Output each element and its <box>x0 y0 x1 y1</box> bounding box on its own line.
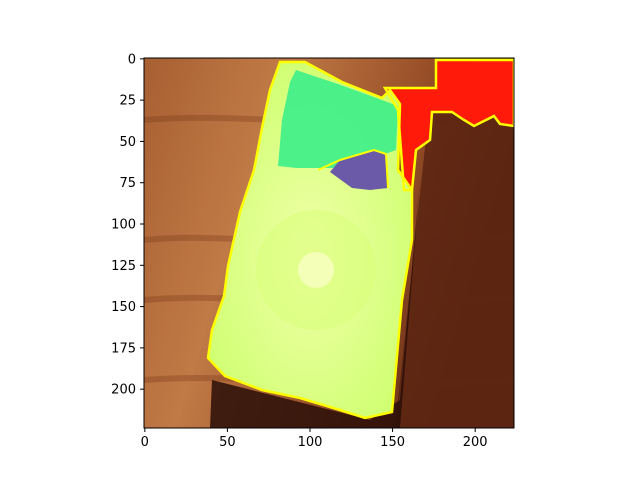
x-tick-label: 0 <box>141 435 149 450</box>
y-axis: 0 25 50 75 100 125 150 175 200 <box>111 52 144 398</box>
y-tick-label: 0 <box>128 52 136 67</box>
purple-patch <box>330 150 388 190</box>
x-tick-label: 50 <box>219 435 236 450</box>
y-tick-label: 200 <box>111 383 136 398</box>
x-tick-label: 200 <box>463 435 488 450</box>
y-tick-label: 50 <box>119 135 136 150</box>
red-contour <box>382 58 514 192</box>
center-button <box>298 252 334 288</box>
red-region <box>385 60 514 190</box>
y-tick-label: 100 <box>111 218 136 233</box>
device-shadow <box>210 180 420 428</box>
y-tick-label: 175 <box>111 341 136 356</box>
y-tick-label: 150 <box>111 300 136 315</box>
x-tick-label: 100 <box>298 435 323 450</box>
right-dark-table <box>395 100 514 428</box>
axes-frame <box>143 57 515 429</box>
y-tick-label: 75 <box>119 176 136 191</box>
screen-area <box>278 70 398 168</box>
screen-contour <box>317 148 389 189</box>
x-axis: 0 50 100 150 200 <box>141 428 488 450</box>
y-tick-label: 125 <box>111 259 136 274</box>
image-area <box>144 58 514 428</box>
y-tick-label: 25 <box>119 94 136 109</box>
device-contour <box>206 60 414 420</box>
x-tick-label: 150 <box>380 435 405 450</box>
